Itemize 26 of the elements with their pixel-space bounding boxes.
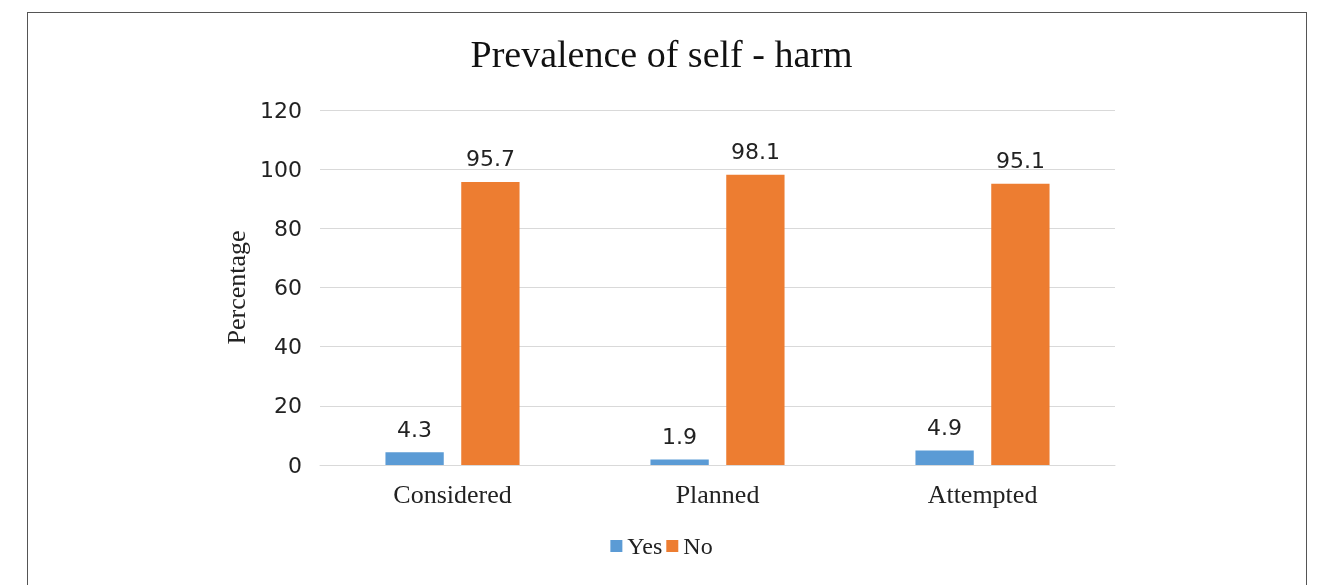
- data-label: 1.9: [662, 423, 698, 449]
- data-label: 98.1: [730, 139, 780, 165]
- y-tick-label: 0: [288, 452, 302, 478]
- y-tick-label: 80: [274, 215, 302, 241]
- x-tick-label: Planned: [675, 479, 760, 509]
- y-tick-label: 100: [260, 156, 302, 182]
- chart-title: Prevalence of self - harm: [470, 33, 853, 75]
- legend-label: No: [683, 533, 713, 559]
- y-axis-title: Percentage: [221, 230, 251, 345]
- bar: [915, 450, 974, 465]
- data-label: 95.7: [465, 146, 515, 172]
- data-label: 4.9: [927, 415, 963, 440]
- legend-label: Yes: [627, 533, 663, 559]
- x-tick-label: Attempted: [927, 479, 1038, 509]
- bar: [461, 181, 520, 465]
- data-label: 4.3: [397, 416, 433, 442]
- bar: [991, 183, 1050, 465]
- bar: [726, 174, 785, 465]
- y-tick-label: 60: [274, 275, 302, 300]
- bar: [385, 452, 444, 465]
- y-tick-label: 20: [274, 393, 302, 419]
- data-label: 95.1: [995, 148, 1045, 174]
- y-tick-label: 120: [260, 97, 302, 123]
- y-tick-label: 40: [274, 334, 302, 360]
- bar: [650, 459, 709, 465]
- x-tick-label: Considered: [393, 479, 512, 509]
